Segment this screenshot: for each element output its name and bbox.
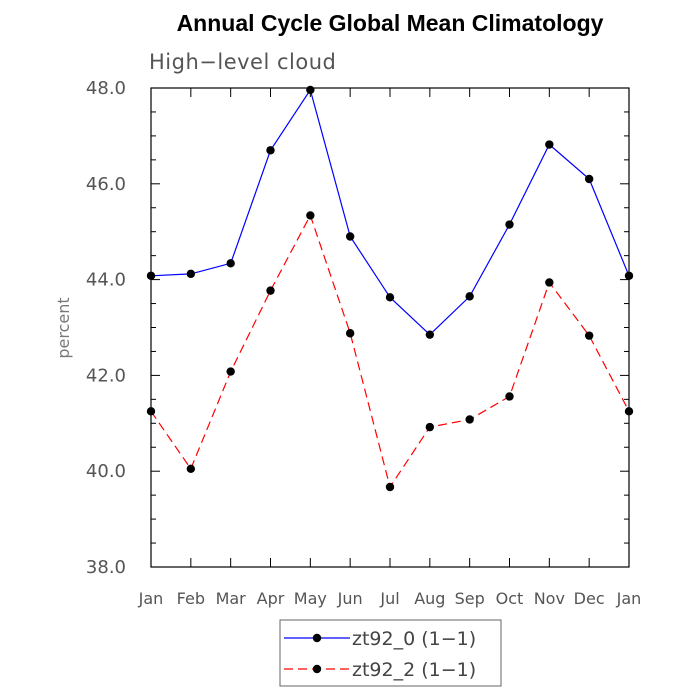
- x-tick-label: Oct: [496, 589, 524, 608]
- series-1-data-point: [465, 292, 474, 301]
- series-1-data-point: [266, 146, 275, 155]
- x-tick-label: Sep: [455, 589, 485, 608]
- chart-title: Annual Cycle Global Mean Climatology: [177, 10, 604, 36]
- series-2-data-point: [545, 278, 554, 287]
- series-1-data-point: [584, 174, 594, 184]
- plot-frame: [150, 87, 630, 568]
- x-tick-label: Feb: [177, 589, 205, 608]
- x-tick-label: Mar: [216, 589, 247, 608]
- y-tick-label: 38.0: [86, 557, 126, 578]
- series-1-data-point: [306, 85, 315, 95]
- series-2-data-point: [505, 392, 514, 401]
- series-1-data-point: [385, 293, 395, 302]
- series-1-data-point: [505, 220, 514, 229]
- series-1-data-point: [186, 269, 196, 279]
- series-1-data-point: [624, 271, 634, 280]
- x-tick-label: Aug: [414, 589, 445, 608]
- x-tick-label: Jan: [616, 589, 642, 608]
- series-1-data-point: [226, 259, 235, 268]
- series-1-data-point: [425, 330, 435, 339]
- series-1-data-point: [345, 232, 355, 241]
- y-tick-label: 44.0: [86, 270, 126, 291]
- series-1-data-point: [146, 271, 156, 280]
- series-line-2: [150, 213, 630, 489]
- series-2-data-point: [226, 367, 235, 376]
- legend-label-1: zt92_0 (1−1): [352, 628, 476, 650]
- x-tick-label: Nov: [534, 589, 565, 608]
- y-tick-label: 40.0: [86, 461, 126, 482]
- y-tick-label: 46.0: [86, 174, 126, 195]
- x-tick-label: Jun: [337, 589, 363, 608]
- series-2-data-point: [385, 482, 395, 492]
- series-2-data-point: [584, 331, 594, 340]
- series-2-data-point: [146, 407, 156, 416]
- y-tick-label: 48.0: [86, 78, 126, 99]
- series-2-data-point: [186, 464, 196, 474]
- legend: zt92_0 (1−1) zt92_2 (1−1): [279, 619, 502, 687]
- series-2-data-point: [345, 329, 355, 338]
- legend-marker-2: [312, 664, 322, 674]
- x-tick-label: May: [294, 589, 327, 608]
- series-1-data-point: [545, 140, 554, 149]
- x-tick-label: Apr: [257, 589, 285, 608]
- legend-label-2: zt92_2 (1−1): [352, 659, 476, 681]
- series-2-data-point: [266, 286, 275, 295]
- x-tick-label: Dec: [574, 589, 605, 608]
- x-tick-label: Jan: [138, 589, 164, 608]
- legend-marker-1: [312, 633, 322, 643]
- y-tick-label: 42.0: [86, 365, 126, 386]
- series-2-data-point: [465, 415, 474, 424]
- series-2-data-point: [624, 407, 634, 416]
- legend-box: [279, 619, 502, 687]
- y-axis-label: percent: [54, 297, 73, 358]
- plot-area: 38.0 40.0 42.0 44.0 46.0 48.0 Jan Feb Mar Apr May J…: [86, 78, 641, 608]
- chart-subtitle: High−level cloud: [149, 50, 336, 74]
- series-2-data-point: [306, 211, 315, 220]
- x-tick-label: Jul: [379, 589, 399, 608]
- series-2-data-point: [425, 422, 435, 432]
